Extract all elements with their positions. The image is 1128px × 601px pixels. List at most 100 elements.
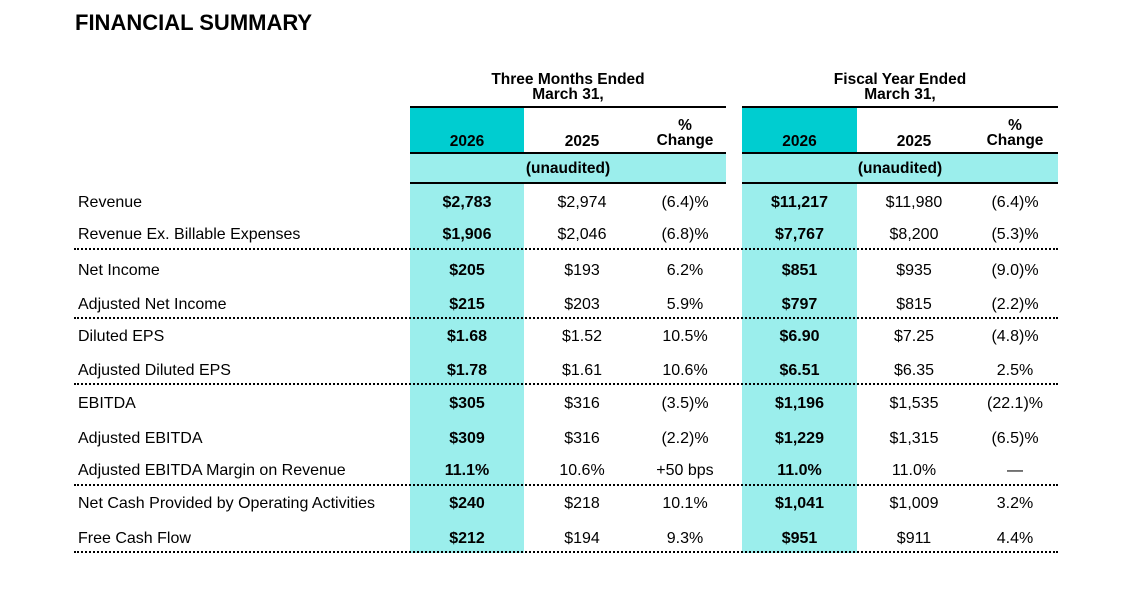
- cell-f2025: $11,980: [885, 194, 943, 211]
- cell-q2025: $1.52: [561, 328, 603, 345]
- cell-q2026: $305: [449, 395, 485, 412]
- q2026-column-header: 2026: [449, 133, 485, 150]
- cell-fchg: (2.2)%: [991, 296, 1039, 313]
- page-title: FINANCIAL SUMMARY: [75, 10, 313, 35]
- cell-f2025: $815: [896, 296, 932, 313]
- table-row: Revenue Ex. Billable Expenses $1,906 $2,04…: [0, 226, 1128, 256]
- cell-q2026: $1.68: [446, 328, 488, 345]
- cell-q2025: $2,046: [557, 226, 607, 243]
- separator-net-income: [74, 317, 1058, 319]
- fiscal-year-header-line1: Fiscal Year Ended: [833, 71, 967, 88]
- cell-qchg: 10.6%: [662, 362, 708, 379]
- fiscal-year-unaudited-band: [742, 154, 1058, 182]
- cell-q2025: $218: [564, 495, 600, 512]
- row-label: Adjusted Diluted EPS: [78, 362, 231, 379]
- cell-q2026: $240: [449, 495, 485, 512]
- cell-f2025: $935: [896, 262, 932, 279]
- row-label: Adjusted EBITDA: [78, 430, 203, 447]
- cell-q2025: 10.6%: [559, 462, 605, 479]
- q-pct-change-header: % Change: [640, 117, 730, 149]
- separator-revenue: [74, 248, 1058, 250]
- separator-ebitda: [74, 484, 1058, 486]
- row-label: EBITDA: [78, 395, 136, 412]
- table-row: EBITDA $305 $316 (3.5)% $1,196 $1,535 (22.1)%: [0, 395, 1128, 425]
- cell-f2026: $797: [781, 296, 818, 313]
- three-months-header-line1: Three Months Ended: [491, 71, 645, 88]
- cell-f2026: $6.51: [779, 362, 820, 379]
- cell-fchg: 2.5%: [996, 362, 1034, 379]
- fiscal-year-top-rule: [742, 106, 1058, 108]
- cell-q2026: 11.1%: [444, 462, 490, 479]
- table-row: Adjusted EBITDA Margin on Revenue 11.1% 10…: [0, 462, 1128, 492]
- three-months-unaudited-rule: [410, 182, 726, 184]
- cell-q2025: $193: [564, 262, 600, 279]
- separator-bottom: [74, 551, 1058, 553]
- fiscal-year-header: Fiscal Year Ended March 31,: [742, 71, 1058, 103]
- cell-qchg: (6.8)%: [661, 226, 709, 243]
- table-row: Diluted EPS $1.68 $1.52 10.5% $6.90 $7.25 (4.8…: [0, 328, 1128, 358]
- table-row: Adjusted Diluted EPS $1.78 $1.61 10.6% $6.51…: [0, 362, 1128, 392]
- cell-qchg: (6.4)%: [661, 194, 709, 211]
- cell-q2025: $203: [564, 296, 600, 313]
- cell-f2026: 11.0%: [777, 462, 822, 479]
- cell-f2026: $851: [781, 262, 818, 279]
- cell-qchg: 10.5%: [662, 328, 708, 345]
- q-pct-symbol: %: [678, 117, 692, 134]
- three-months-unaudited-label: (unaudited): [525, 160, 611, 177]
- three-months-header: Three Months Ended March 31,: [410, 71, 726, 103]
- cell-fchg: 3.2%: [996, 495, 1034, 512]
- cell-fchg: (22.1)%: [986, 395, 1044, 412]
- cell-fchg: (6.4)%: [991, 194, 1039, 211]
- cell-qchg: 10.1%: [662, 495, 708, 512]
- cell-f2026: $1,229: [775, 430, 824, 447]
- cell-fchg: (9.0)%: [991, 262, 1039, 279]
- cell-f2025: $1,009: [889, 495, 939, 512]
- cell-qchg: 5.9%: [666, 296, 704, 313]
- table-row: Net Cash Provided by Operating Activitie…: [0, 495, 1128, 525]
- cell-f2025: $8,200: [889, 226, 939, 243]
- cell-q2026: $1.78: [446, 362, 488, 379]
- cell-qchg: (3.5)%: [661, 395, 709, 412]
- cell-q2026: $205: [449, 262, 485, 279]
- cell-f2026: $11,217: [771, 194, 828, 211]
- fiscal-year-header-rule: [742, 152, 1058, 154]
- three-months-unaudited-band: [410, 154, 726, 182]
- f2025-column-header: 2025: [896, 133, 932, 150]
- cell-q2025: $316: [564, 430, 600, 447]
- cell-q2026: $1,906: [442, 226, 492, 243]
- three-months-top-rule: [410, 106, 726, 108]
- row-label: Net Income: [78, 262, 160, 279]
- cell-q2025: $316: [564, 395, 600, 412]
- cell-fchg: (6.5)%: [991, 430, 1039, 447]
- table-row: Adjusted Net Income $215 $203 5.9% $797 $815 (…: [0, 296, 1128, 326]
- f-change-label: Change: [986, 132, 1044, 149]
- q2026-column-band: [410, 183, 524, 553]
- cell-f2025: $7.25: [893, 328, 935, 345]
- cell-qchg: (2.2)%: [661, 430, 709, 447]
- row-label: Net Cash Provided by Operating Activitie…: [78, 495, 376, 512]
- f2026-header-highlight: [742, 108, 857, 153]
- cell-qchg: +50 bps: [656, 462, 714, 479]
- cell-fchg: 4.4%: [996, 530, 1034, 547]
- f-pct-change-header: % Change: [972, 118, 1058, 149]
- cell-q2025: $194: [564, 530, 600, 547]
- cell-qchg: 6.2%: [666, 262, 704, 279]
- cell-f2026: $951: [781, 530, 818, 547]
- fiscal-year-header-line2: March 31,: [864, 86, 936, 103]
- cell-f2026: $1,196: [775, 395, 824, 412]
- row-label: Revenue: [78, 194, 143, 211]
- q2026-header-highlight: [410, 108, 524, 153]
- cell-q2026: $212: [449, 530, 485, 547]
- separator-eps: [74, 383, 1058, 385]
- cell-f2025: $1,315: [889, 430, 939, 447]
- cell-qchg: 9.3%: [666, 530, 704, 547]
- row-label: Revenue Ex. Billable Expenses: [78, 226, 301, 243]
- row-label: Diluted EPS: [78, 328, 165, 345]
- cell-q2026: $2,783: [442, 194, 492, 211]
- row-label: Adjusted Net Income: [78, 296, 227, 313]
- q2025-column-header: 2025: [564, 133, 600, 150]
- three-months-header-rule: [410, 152, 726, 154]
- table-row: Revenue $2,783 $2,974 (6.4)% $11,217 $11,980 (…: [0, 194, 1128, 224]
- cell-f2025: 11.0%: [891, 462, 937, 479]
- cell-f2025: $911: [896, 530, 932, 547]
